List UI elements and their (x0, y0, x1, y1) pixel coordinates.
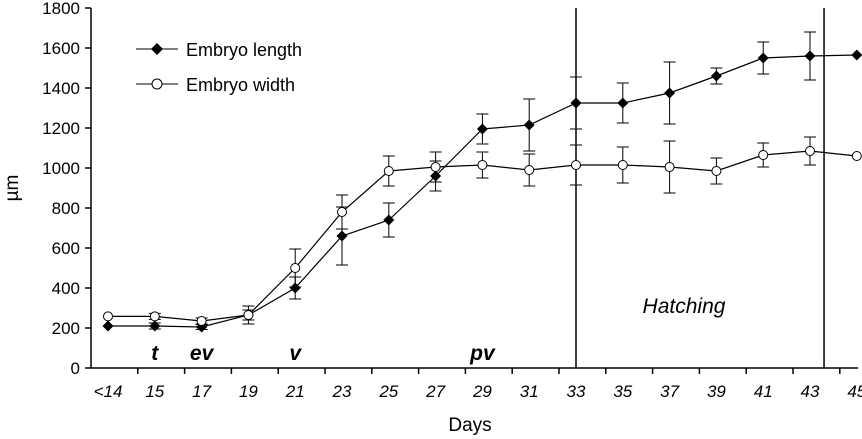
y-tick-label: 600 (52, 239, 80, 258)
x-axis-title: Days (448, 415, 491, 436)
legend-marker-length (151, 43, 163, 55)
data-point (290, 263, 301, 273)
data-point (430, 162, 441, 172)
y-tick-label: 400 (52, 279, 80, 298)
series-embryo-length (102, 31, 862, 333)
y-ticks: 0 200 400 600 800 1000 1200 1400 1600 1800 (42, 0, 91, 378)
data-point (289, 282, 301, 294)
x-tick-label: 17 (192, 382, 211, 401)
x-tick-label: 43 (801, 382, 820, 401)
y-tick-label: 1600 (42, 39, 80, 58)
x-tick-label: 35 (613, 382, 632, 401)
data-point (851, 49, 862, 61)
x-ticks: <14 15 17 19 21 23 25 27 29 31 33 35 37 39 41 43 45 (94, 368, 862, 401)
data-point (804, 50, 816, 62)
data-point (196, 316, 207, 326)
x-tick-label: 45 (847, 382, 862, 401)
series-line (108, 54, 857, 328)
x-tick-label: 27 (425, 382, 445, 401)
data-point (664, 162, 675, 172)
data-point (383, 214, 395, 226)
x-tick-label: 21 (285, 382, 305, 401)
y-tick-label: 1400 (42, 79, 80, 98)
data-point (523, 119, 535, 131)
legend-item-width: Embryo width (136, 75, 295, 95)
y-axis: 0 200 400 600 800 1000 1200 1400 1600 1800 µm (2, 0, 92, 378)
stage-label: ev (190, 342, 215, 365)
data-point (243, 310, 254, 320)
data-point (149, 311, 160, 322)
y-tick-label: 1800 (42, 0, 80, 18)
hatching-period (575, 8, 825, 368)
series-layer (102, 31, 862, 333)
x-tick-label: 29 (472, 382, 492, 401)
y-axis-title: µm (2, 175, 23, 202)
data-point (710, 70, 722, 82)
x-tick-label: 23 (332, 382, 352, 401)
data-point (805, 146, 815, 156)
stage-labels: t ev v pv (151, 342, 496, 365)
x-axis: <14 15 17 19 21 23 25 27 29 31 33 35 37 39 41 43 45 Days (91, 367, 862, 436)
x-tick-label: 31 (520, 382, 539, 401)
x-tick-label: 15 (145, 382, 164, 401)
y-tick-label: 200 (52, 319, 80, 338)
data-point (337, 207, 347, 217)
y-tick-label: 800 (52, 199, 80, 218)
data-point (617, 97, 629, 109)
data-point (102, 320, 114, 332)
x-tick-label: 39 (707, 382, 726, 401)
data-point (477, 160, 488, 170)
legend-marker-width (151, 78, 163, 90)
series-embryo-width (103, 136, 862, 326)
x-tick-label: <14 (94, 382, 123, 401)
data-point (336, 230, 348, 242)
data-point (524, 165, 535, 175)
x-tick-label: 41 (754, 382, 773, 401)
data-point (664, 87, 676, 99)
data-point (711, 166, 722, 176)
legend: Embryo length Embryo width (136, 40, 302, 95)
legend-label-length: Embryo length (186, 40, 302, 60)
legend-label-width: Embryo width (186, 75, 295, 95)
data-point (617, 160, 628, 170)
data-point (103, 311, 113, 322)
data-point (149, 320, 161, 332)
y-tick-label: 0 (71, 359, 80, 378)
data-point (383, 166, 394, 176)
data-point (757, 52, 769, 64)
y-tick-label: 1200 (42, 119, 80, 138)
stage-label: pv (469, 342, 496, 365)
y-tick-label: 1000 (42, 159, 80, 178)
data-point (758, 150, 769, 160)
hatching-label: Hatching (643, 295, 726, 318)
data-point (851, 151, 862, 161)
legend-item-length: Embryo length (136, 40, 302, 60)
x-tick-label: 33 (567, 382, 586, 401)
data-point (570, 97, 582, 109)
x-tick-label: 37 (660, 382, 679, 401)
data-point (476, 123, 488, 135)
stage-label: v (289, 342, 302, 365)
x-tick-label: 19 (239, 382, 258, 401)
data-point (571, 160, 581, 170)
x-tick-label: 25 (378, 382, 398, 401)
stage-label: t (151, 342, 159, 365)
